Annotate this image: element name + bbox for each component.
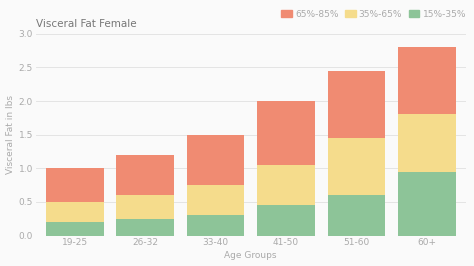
Bar xyxy=(46,222,103,235)
Y-axis label: Visceral Fat in lbs: Visceral Fat in lbs xyxy=(6,95,15,174)
Bar xyxy=(187,135,245,185)
Bar xyxy=(46,168,103,202)
X-axis label: Age Groups: Age Groups xyxy=(225,251,277,260)
Bar xyxy=(328,71,385,138)
Bar xyxy=(187,185,245,215)
Bar xyxy=(116,155,174,195)
Bar xyxy=(398,172,456,235)
Bar xyxy=(187,215,245,235)
Bar xyxy=(328,138,385,195)
Text: Visceral Fat Female: Visceral Fat Female xyxy=(36,19,137,29)
Bar xyxy=(257,165,315,205)
Bar xyxy=(398,114,456,172)
Bar xyxy=(328,195,385,235)
Legend: 65%-85%, 35%-65%, 15%-35%: 65%-85%, 35%-65%, 15%-35% xyxy=(277,6,470,22)
Bar xyxy=(257,205,315,235)
Bar xyxy=(398,47,456,114)
Bar xyxy=(257,101,315,165)
Bar xyxy=(116,195,174,219)
Bar xyxy=(116,219,174,235)
Bar xyxy=(46,202,103,222)
